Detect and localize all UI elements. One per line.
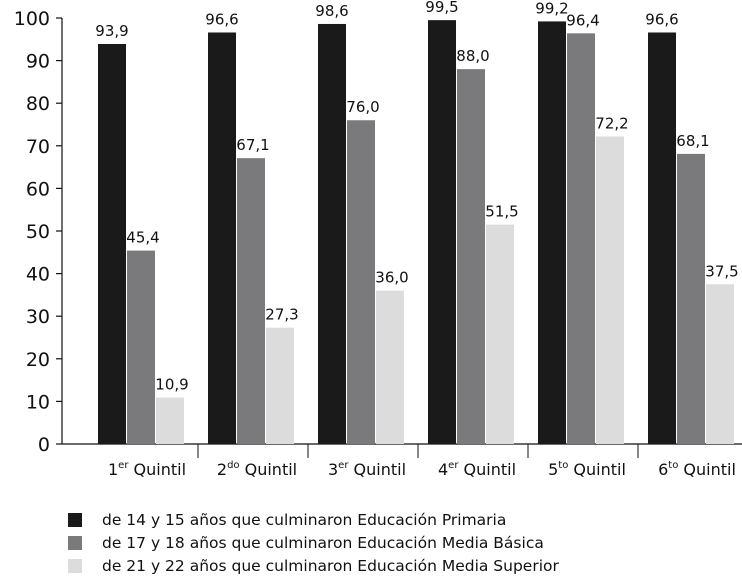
y-tick-label: 30: [26, 306, 50, 328]
bar: [266, 327, 294, 444]
bar: [706, 284, 734, 444]
data-label: 98,6: [315, 2, 348, 20]
x-category-label: 5to Quintil: [548, 460, 626, 479]
data-label: 99,2: [535, 0, 568, 17]
bar: [318, 23, 346, 445]
x-category-label: 6to Quintil: [658, 460, 736, 479]
bar: [596, 136, 624, 445]
data-label: 76,0: [346, 98, 379, 116]
x-category-label: 2do Quintil: [217, 460, 297, 479]
data-label: 96,4: [566, 11, 599, 29]
data-label: 45,4: [126, 229, 159, 247]
y-tick-label: 0: [38, 434, 50, 456]
bar: [428, 20, 456, 444]
data-label: 93,9: [95, 22, 128, 40]
legend-label-media-basica: de 17 y 18 años que culminaron Educación…: [102, 533, 544, 552]
bar: [457, 69, 485, 445]
y-tick-label: 80: [26, 93, 50, 115]
x-category-label: 3er Quintil: [328, 460, 406, 479]
data-label: 99,5: [425, 0, 458, 16]
legend-swatch-media-superior: [68, 558, 82, 573]
data-label: 36,0: [375, 269, 408, 287]
data-label: 37,5: [705, 262, 738, 280]
bar: [347, 120, 375, 445]
data-label: 27,3: [265, 306, 298, 324]
legend-item-media-superior: de 21 y 22 años que culminaron Educación…: [68, 554, 559, 577]
bar: [567, 33, 595, 444]
y-tick-label: 90: [26, 51, 50, 73]
legend-item-media-basica: de 17 y 18 años que culminaron Educación…: [68, 531, 559, 554]
data-label: 88,0: [456, 47, 489, 65]
y-tick-label: 20: [26, 349, 50, 371]
data-label: 96,6: [645, 10, 678, 28]
data-label: 72,2: [595, 114, 628, 132]
y-tick-label: 10: [26, 391, 50, 413]
x-category-label: 4er Quintil: [438, 460, 516, 479]
y-tick-label: 50: [26, 221, 50, 243]
bar: [208, 32, 236, 444]
legend-item-primaria: de 14 y 15 años que culminaron Educación…: [68, 508, 559, 531]
data-label: 68,1: [676, 132, 709, 150]
y-tick-label: 70: [26, 136, 50, 158]
bar: [127, 250, 155, 444]
bar: [648, 32, 676, 444]
legend-label-media-superior: de 21 y 22 años que culminaron Educación…: [102, 556, 559, 575]
bar: [237, 158, 265, 445]
legend: de 14 y 15 años que culminaron Educación…: [68, 508, 559, 577]
data-label: 67,1: [236, 136, 269, 154]
data-label: 51,5: [485, 203, 518, 221]
data-label: 10,9: [155, 376, 188, 394]
y-tick-label: 100: [14, 8, 50, 30]
y-tick-label: 40: [26, 264, 50, 286]
bar: [486, 224, 514, 444]
bar: [376, 290, 404, 444]
legend-swatch-media-basica: [68, 535, 82, 550]
bar: [677, 153, 705, 445]
data-label: 96,6: [205, 10, 238, 28]
legend-label-primaria: de 14 y 15 años que culminaron Educación…: [102, 510, 507, 529]
legend-swatch-primaria: [68, 512, 82, 527]
bar: [156, 397, 184, 444]
y-tick-label: 60: [26, 178, 50, 200]
bar: [98, 43, 126, 445]
x-category-label: 1er Quintil: [108, 460, 186, 479]
bar-chart: 0 10 20 30 40 50 60 70 80 90 100 93,9 96,6 98,6 99,5 99…: [14, 0, 742, 479]
bar: [538, 21, 566, 445]
